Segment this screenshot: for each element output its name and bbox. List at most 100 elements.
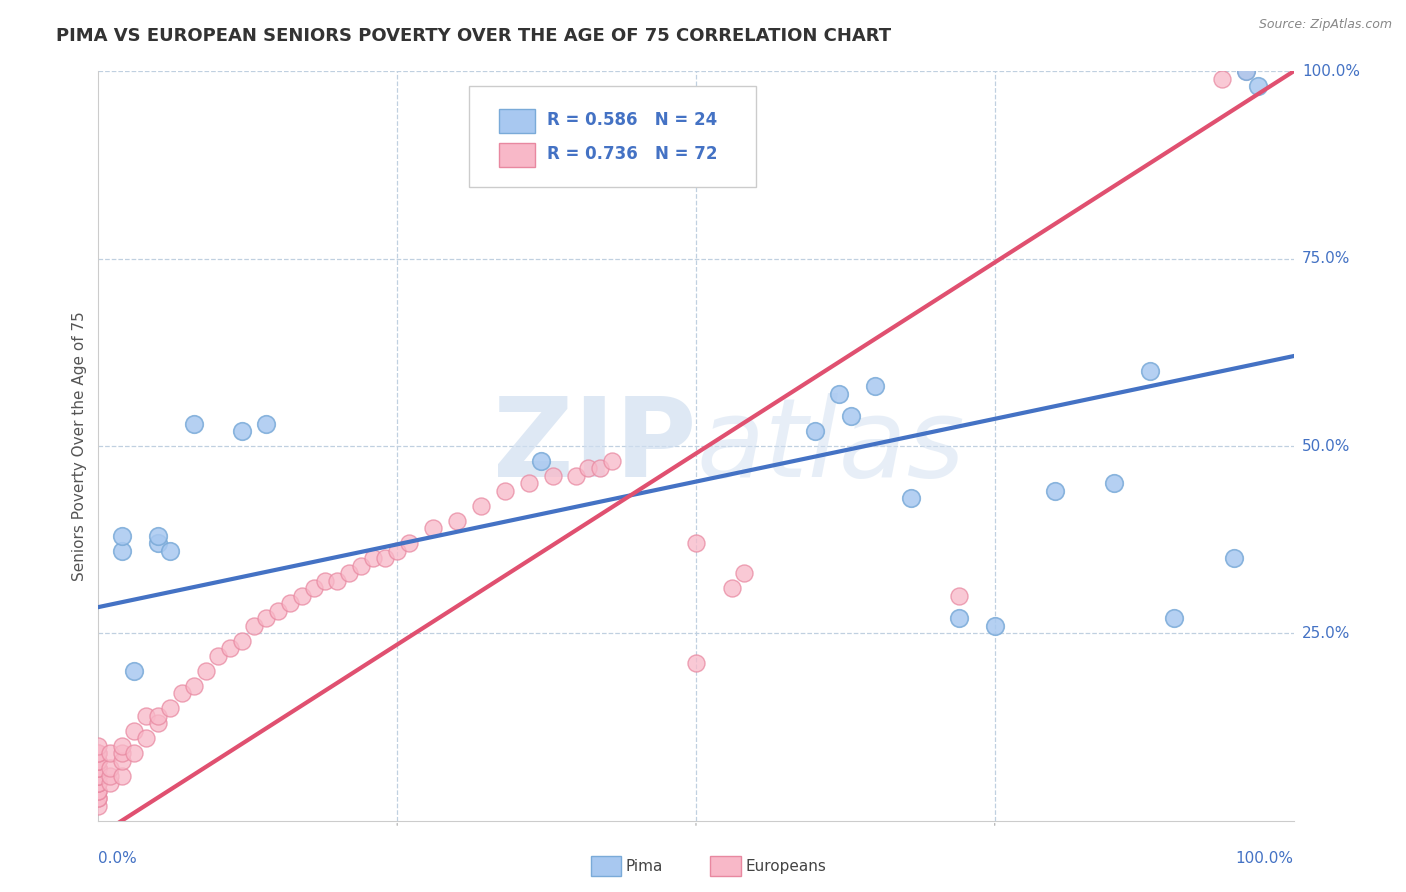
Point	[98, 769, 122, 783]
Point	[124, 746, 146, 760]
Point	[267, 604, 290, 618]
Point	[148, 716, 170, 731]
Point	[470, 499, 492, 513]
Point	[124, 664, 146, 678]
Point	[195, 664, 218, 678]
Point	[541, 469, 564, 483]
Point	[87, 769, 110, 783]
Point	[350, 558, 373, 573]
Y-axis label: Seniors Poverty Over the Age of 75: Seniors Poverty Over the Age of 75	[72, 311, 87, 581]
Text: 100.0%: 100.0%	[1236, 851, 1294, 866]
Text: atlas: atlas	[696, 392, 965, 500]
Point	[87, 746, 110, 760]
Point	[339, 566, 361, 581]
Point	[183, 679, 205, 693]
Point	[87, 791, 110, 805]
Text: PIMA VS EUROPEAN SENIORS POVERTY OVER THE AGE OF 75 CORRELATION CHART: PIMA VS EUROPEAN SENIORS POVERTY OVER TH…	[56, 27, 891, 45]
Point	[87, 739, 110, 753]
Point	[111, 754, 134, 768]
Text: Pima: Pima	[626, 859, 664, 873]
Point	[1234, 64, 1257, 78]
Text: Europeans: Europeans	[745, 859, 827, 873]
Point	[804, 424, 827, 438]
FancyBboxPatch shape	[499, 144, 534, 168]
Point	[530, 454, 553, 468]
Point	[87, 783, 110, 797]
Point	[721, 582, 744, 596]
Point	[231, 424, 253, 438]
Point	[1223, 551, 1246, 566]
Point	[841, 409, 863, 423]
Point	[1234, 64, 1257, 78]
Point	[565, 469, 588, 483]
Point	[87, 761, 110, 775]
Text: R = 0.736   N = 72: R = 0.736 N = 72	[547, 145, 717, 162]
Point	[1211, 71, 1233, 86]
Point	[948, 589, 970, 603]
Point	[291, 589, 314, 603]
Text: 0.0%: 0.0%	[98, 851, 138, 866]
Point	[685, 536, 707, 550]
Point	[159, 701, 181, 715]
Point	[900, 491, 922, 506]
Point	[1247, 79, 1270, 94]
Point	[111, 544, 134, 558]
Point	[278, 596, 301, 610]
Point	[87, 769, 110, 783]
Point	[87, 754, 110, 768]
Point	[254, 611, 277, 625]
Point	[135, 708, 157, 723]
Text: Source: ZipAtlas.com: Source: ZipAtlas.com	[1258, 18, 1392, 31]
Point	[87, 798, 110, 813]
Point	[98, 746, 122, 760]
Text: 50.0%: 50.0%	[1302, 439, 1350, 453]
Point	[243, 619, 266, 633]
Point	[315, 574, 337, 588]
Point	[135, 731, 157, 746]
Point	[602, 454, 624, 468]
Point	[207, 648, 229, 663]
Point	[111, 529, 134, 543]
Text: 75.0%: 75.0%	[1302, 252, 1350, 266]
Point	[87, 754, 110, 768]
Point	[87, 761, 110, 775]
Point	[398, 536, 420, 550]
Point	[219, 641, 242, 656]
Point	[87, 776, 110, 790]
Point	[124, 723, 146, 738]
Point	[87, 791, 110, 805]
Point	[363, 551, 385, 566]
Point	[733, 566, 755, 581]
Point	[148, 708, 170, 723]
Point	[111, 769, 134, 783]
Point	[87, 776, 110, 790]
Point	[517, 476, 540, 491]
Point	[984, 619, 1007, 633]
Point	[183, 417, 205, 431]
Point	[1139, 364, 1161, 378]
Point	[172, 686, 194, 700]
Text: ZIP: ZIP	[492, 392, 696, 500]
Point	[494, 483, 516, 498]
Text: 25.0%: 25.0%	[1302, 626, 1350, 640]
Point	[446, 514, 468, 528]
Point	[1104, 476, 1126, 491]
FancyBboxPatch shape	[499, 109, 534, 133]
Point	[254, 417, 277, 431]
Point	[589, 461, 612, 475]
Point	[87, 761, 110, 775]
Point	[98, 761, 122, 775]
Point	[865, 379, 887, 393]
Text: 100.0%: 100.0%	[1302, 64, 1360, 78]
Point	[1163, 611, 1185, 625]
Point	[148, 529, 170, 543]
Text: R = 0.586   N = 24: R = 0.586 N = 24	[547, 112, 717, 129]
Point	[87, 783, 110, 797]
Point	[948, 611, 970, 625]
Point	[87, 746, 110, 760]
Point	[231, 633, 253, 648]
Point	[326, 574, 349, 588]
Point	[98, 776, 122, 790]
Point	[374, 551, 396, 566]
Point	[159, 544, 181, 558]
